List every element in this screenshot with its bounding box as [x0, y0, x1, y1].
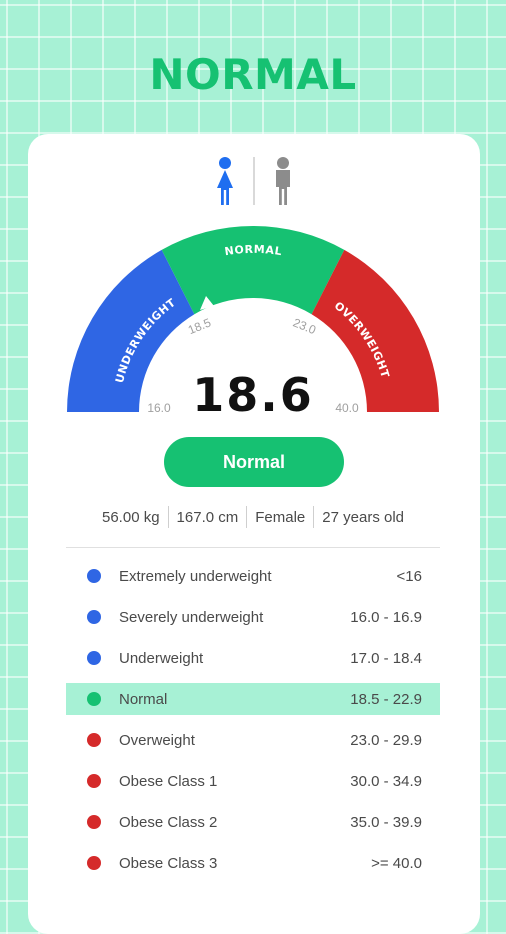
category-dot — [87, 774, 101, 788]
gender-toggle — [0, 155, 506, 207]
category-dot — [87, 610, 101, 624]
female-icon[interactable] — [211, 155, 239, 207]
category-label: Severely underweight — [119, 608, 264, 626]
tick-label-23: 23.0 — [291, 315, 318, 337]
gender-value: Female — [255, 508, 306, 526]
gauge-underweight-segment — [66, 249, 195, 412]
bmi-value: 18.6 — [192, 368, 314, 422]
age-value: 27 years old — [322, 508, 404, 526]
category-row: Normal 18.5 - 22.9 — [66, 683, 440, 715]
category-row: Severely underweight 16.0 - 16.9 — [66, 601, 440, 633]
gender-divider — [253, 157, 255, 205]
category-row: Obese Class 2 35.0 - 39.9 — [66, 806, 440, 838]
section-divider — [66, 547, 440, 548]
category-range: 30.0 - 34.9 — [350, 772, 422, 790]
category-dot — [87, 815, 101, 829]
gauge-normal-segment — [161, 225, 345, 315]
gauge-label-normal: NORMAL — [224, 243, 283, 258]
category-row: Overweight 23.0 - 29.9 — [66, 724, 440, 756]
bmi-category-list: Extremely underweight <16 Severely under… — [66, 560, 440, 888]
height-value: 167.0 cm — [176, 508, 239, 526]
category-row: Underweight 17.0 - 18.4 — [66, 642, 440, 674]
tick-label-18-5: 18.5 — [186, 315, 213, 337]
gauge-overweight-segment — [311, 249, 439, 412]
category-label: Obese Class 2 — [119, 813, 218, 831]
category-dot — [87, 569, 101, 583]
user-stats: 56.00 kg 167.0 cm Female 27 years old — [0, 506, 506, 528]
page-title: NORMAL — [149, 50, 357, 99]
category-label: Obese Class 1 — [119, 772, 218, 790]
category-range: <16 — [396, 567, 422, 585]
category-label: Underweight — [119, 649, 204, 667]
category-row: Extremely underweight <16 — [66, 560, 440, 592]
bmi-gauge: UNDERWEIGHT NORMAL OVERWEIGHT 16.0 18.5 … — [66, 225, 439, 415]
category-dot — [87, 733, 101, 747]
category-row: Obese Class 3 >= 40.0 — [66, 847, 440, 879]
category-range: 23.0 - 29.9 — [350, 731, 422, 749]
category-range: 35.0 - 39.9 — [350, 813, 422, 831]
category-dot — [87, 856, 101, 870]
tick-label-16: 16.0 — [147, 401, 171, 415]
category-dot — [87, 692, 101, 706]
category-dot — [87, 651, 101, 665]
category-label: Extremely underweight — [119, 567, 272, 585]
category-range: 17.0 - 18.4 — [350, 649, 422, 667]
status-button[interactable]: Normal — [164, 437, 344, 487]
male-icon[interactable] — [269, 155, 297, 207]
stats-divider — [313, 506, 315, 528]
stats-divider — [246, 506, 248, 528]
stats-divider — [167, 506, 169, 528]
tick-label-40: 40.0 — [335, 401, 359, 415]
weight-value: 56.00 kg — [102, 508, 160, 526]
category-range: >= 40.0 — [371, 854, 422, 872]
category-label: Normal — [119, 690, 168, 708]
category-label: Obese Class 3 — [119, 854, 218, 872]
category-range: 16.0 - 16.9 — [350, 608, 422, 626]
category-row: Obese Class 1 30.0 - 34.9 — [66, 765, 440, 797]
category-label: Overweight — [119, 731, 195, 749]
category-range: 18.5 - 22.9 — [350, 690, 422, 708]
gauge-pointer — [200, 296, 214, 310]
